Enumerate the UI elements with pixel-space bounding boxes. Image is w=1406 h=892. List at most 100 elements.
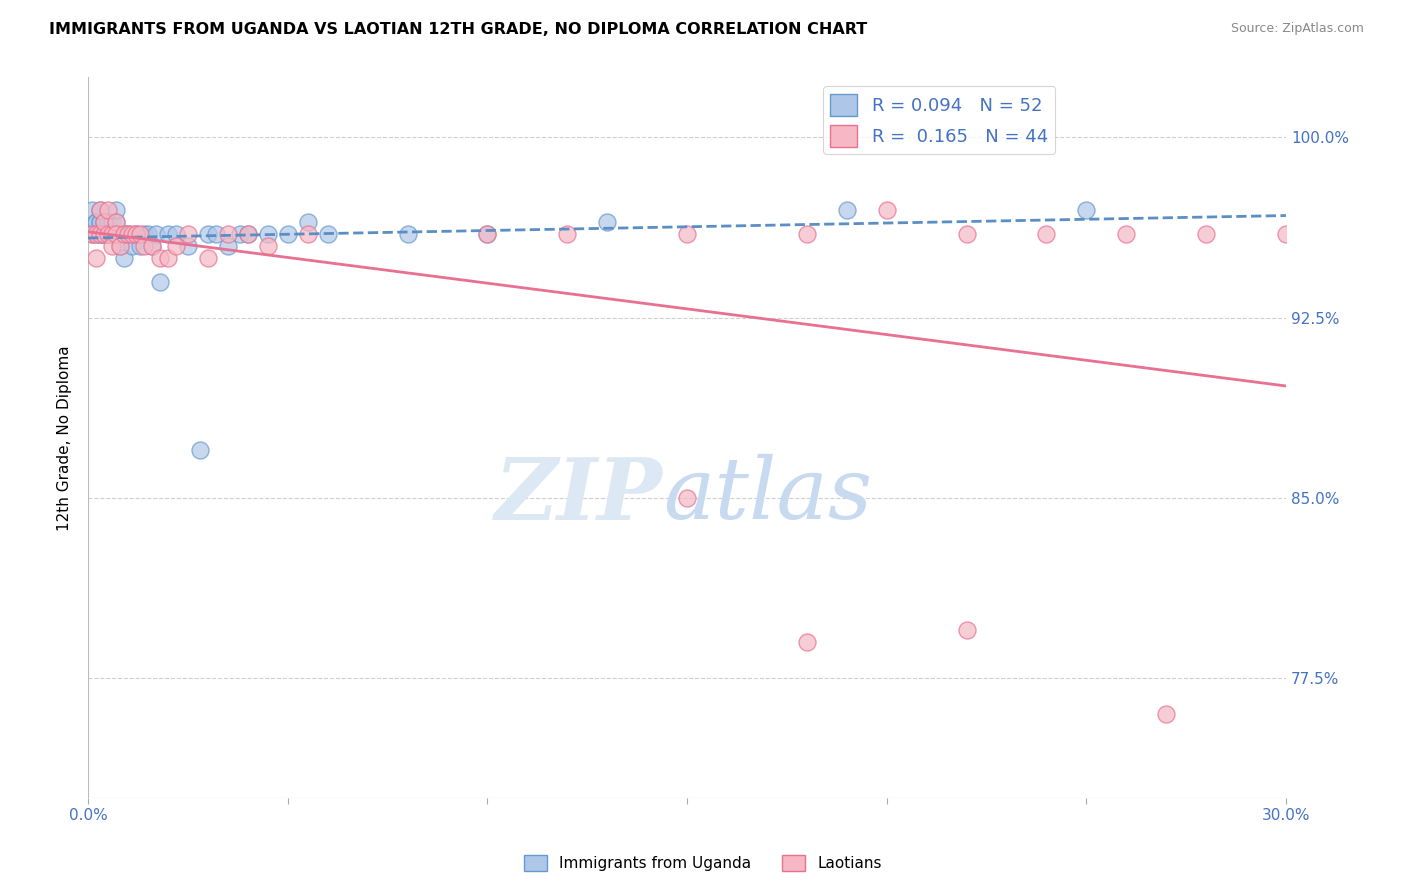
Point (177, 238, 200, 252)
Point (256, 227, 278, 241)
Point (97, 227, 120, 241)
Point (105, 214, 128, 228)
Point (93, 214, 115, 228)
Point (101, 214, 124, 228)
Point (165, 227, 187, 241)
Point (108, 227, 131, 241)
Point (132, 227, 155, 241)
Point (297, 227, 319, 241)
Point (477, 227, 499, 241)
Point (596, 214, 619, 228)
Point (477, 227, 499, 241)
Point (149, 251, 172, 265)
Point (101, 238, 124, 252)
Point (229, 227, 252, 241)
Point (156, 251, 179, 265)
Point (101, 227, 124, 241)
Point (117, 227, 139, 241)
Point (89, 227, 111, 241)
Point (156, 227, 179, 241)
Point (97, 214, 120, 228)
Point (277, 227, 299, 241)
Legend: R = 0.094   N = 52, R =  0.165   N = 44: R = 0.094 N = 52, R = 0.165 N = 44 (823, 87, 1056, 154)
Point (876, 202, 898, 217)
Point (955, 227, 977, 241)
Text: ZIP: ZIP (495, 454, 664, 537)
Point (129, 238, 152, 252)
Point (316, 227, 339, 241)
Point (82, 227, 104, 241)
Point (97, 202, 120, 217)
Point (555, 227, 578, 241)
Point (136, 227, 159, 241)
Text: atlas: atlas (664, 454, 872, 537)
Point (297, 214, 319, 228)
Point (93, 227, 115, 241)
Point (89, 227, 111, 241)
Point (217, 238, 239, 252)
Point (129, 227, 152, 241)
Point (97, 227, 120, 241)
Point (117, 227, 139, 241)
Point (82, 202, 104, 217)
Point (1076, 202, 1098, 217)
Point (84, 214, 107, 228)
Point (89, 214, 111, 228)
Point (217, 227, 239, 241)
Point (82, 227, 104, 241)
Point (236, 227, 259, 241)
Point (93, 227, 115, 241)
Point (105, 214, 128, 228)
Point (165, 238, 187, 252)
Point (236, 227, 259, 241)
Y-axis label: 12th Grade, No Diploma: 12th Grade, No Diploma (58, 345, 72, 531)
Point (1275, 227, 1298, 241)
Point (1115, 227, 1137, 241)
Point (89, 214, 111, 228)
Point (89, 202, 111, 217)
Point (132, 238, 155, 252)
Point (1154, 706, 1177, 721)
Point (112, 227, 135, 241)
Point (955, 623, 977, 637)
Point (796, 227, 818, 241)
Point (256, 238, 278, 252)
Point (1035, 227, 1057, 241)
Point (141, 238, 163, 252)
Point (93, 227, 115, 241)
Point (121, 238, 143, 252)
Point (796, 635, 818, 649)
Point (108, 238, 131, 252)
Point (396, 227, 419, 241)
Point (676, 227, 699, 241)
Point (108, 238, 131, 252)
Point (89, 227, 111, 241)
Point (105, 227, 128, 241)
Point (97, 227, 120, 241)
Point (145, 227, 167, 241)
Point (149, 275, 172, 289)
Point (89, 202, 111, 217)
Point (835, 202, 858, 217)
Point (101, 227, 124, 241)
Point (205, 227, 228, 241)
Text: Source: ZipAtlas.com: Source: ZipAtlas.com (1230, 22, 1364, 36)
Point (125, 227, 148, 241)
Point (105, 227, 128, 241)
Point (1195, 227, 1218, 241)
Point (141, 238, 163, 252)
Point (84, 227, 107, 241)
Point (84, 227, 107, 241)
Point (125, 227, 148, 241)
Point (112, 251, 135, 265)
Point (197, 251, 219, 265)
Point (105, 202, 128, 217)
Text: IMMIGRANTS FROM UGANDA VS LAOTIAN 12TH GRADE, NO DIPLOMA CORRELATION CHART: IMMIGRANTS FROM UGANDA VS LAOTIAN 12TH G… (49, 22, 868, 37)
Point (121, 227, 143, 241)
Point (84, 251, 107, 265)
Point (93, 214, 115, 228)
Point (112, 227, 135, 241)
Point (676, 491, 699, 505)
Point (197, 227, 219, 241)
Point (177, 227, 200, 241)
